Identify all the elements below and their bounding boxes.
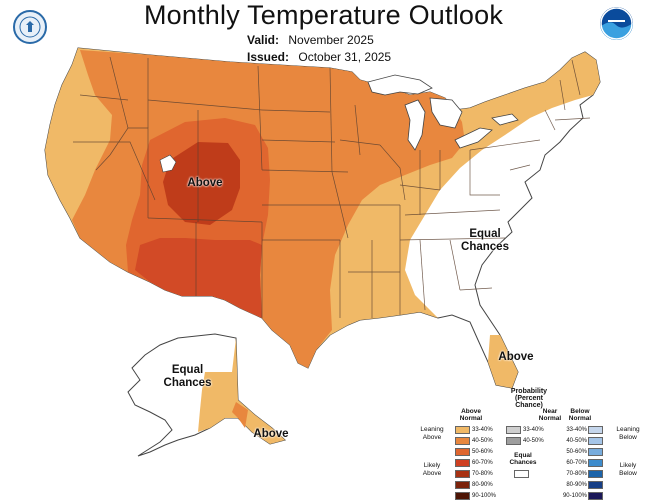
legend-equal-chances: Equal Chances: [509, 452, 537, 466]
valid-value: November 2025: [288, 33, 374, 47]
swatch-above-80-90: [455, 481, 470, 489]
swatch-below-33-40: [588, 426, 603, 434]
legend-near-40-50: 40-50%: [523, 438, 544, 444]
legend-below-70-80: 70-80%: [566, 471, 587, 477]
valid-label: Valid:: [247, 33, 280, 47]
legend-above-33-40: 33-40%: [472, 427, 493, 433]
valid-row: Valid: November 2025: [247, 33, 374, 47]
legend-leaning-below: Leaning Below: [616, 426, 640, 441]
legend-below-90-100: 90-100%: [562, 493, 587, 499]
legend-above-50-60: 50-60%: [472, 449, 493, 455]
legend-above-header: Above Normal: [459, 408, 483, 422]
commerce-seal-icon: [13, 10, 47, 44]
swatch-below-50-60: [588, 448, 603, 456]
swatch-above-33-40: [455, 426, 470, 434]
legend-above-80-90: 80-90%: [472, 482, 493, 488]
probability-legend: Probability (Percent Chance) Above Norma…: [410, 388, 647, 500]
legend-near-header: Near Normal: [538, 408, 562, 422]
legend-below-33-40: 33-40%: [566, 427, 587, 433]
label-above-alaska: Above: [253, 428, 289, 440]
legend-leaning-above: Leaning Above: [420, 426, 444, 441]
swatch-above-40-50: [455, 437, 470, 445]
legend-near-33-40: 33-40%: [523, 427, 544, 433]
swatch-below-80-90: [588, 481, 603, 489]
region-60-70-core: [163, 142, 240, 225]
swatch-below-90-100: [588, 492, 603, 500]
region-33-40-florida: [488, 335, 518, 388]
lake-huron: [429, 97, 463, 129]
noaa-logo-icon: [600, 7, 633, 40]
swatch-above-90-100: [455, 492, 470, 500]
lake-michigan: [404, 99, 426, 151]
issued-value: October 31, 2025: [298, 50, 392, 64]
label-equal-chances-east: Equal Chances: [461, 228, 509, 253]
swatch-below-60-70: [588, 459, 603, 467]
region-60-70-southwest: [135, 238, 262, 318]
legend-below-60-70: 60-70%: [566, 460, 587, 466]
legend-above-90-100: 90-100%: [472, 493, 497, 499]
label-equal-chances-alaska: Equal Chances: [163, 364, 212, 389]
lake-erie: [454, 127, 493, 149]
swatch-above-70-80: [455, 470, 470, 478]
lake-superior: [367, 74, 433, 96]
swatch-below-70-80: [588, 470, 603, 478]
issued-label: Issued:: [247, 50, 290, 64]
map-title: Monthly Temperature Outlook: [143, 0, 504, 30]
legend-above-60-70: 60-70%: [472, 460, 493, 466]
swatch-below-40-50: [588, 437, 603, 445]
great-salt-lake: [159, 154, 177, 173]
legend-title: Probability (Percent Chance): [510, 388, 548, 409]
swatch-above-50-60: [455, 448, 470, 456]
label-above-florida: Above: [498, 351, 534, 363]
legend-above-70-80: 70-80%: [472, 471, 493, 477]
issued-row: Issued: October 31, 2025: [247, 50, 391, 64]
alaska-40-50: [232, 402, 248, 428]
swatch-above-60-70: [455, 459, 470, 467]
legend-below-50-60: 50-60%: [566, 449, 587, 455]
swatch-equal-chances: [514, 470, 529, 478]
lake-ontario: [491, 113, 519, 126]
swatch-near-40-50: [506, 437, 521, 445]
legend-below-header: Below Normal: [568, 408, 592, 422]
legend-below-80-90: 80-90%: [566, 482, 587, 488]
swatch-near-33-40: [506, 426, 521, 434]
legend-likely-below: Likely Below: [619, 462, 637, 477]
alaska-33-40: [198, 338, 285, 444]
legend-above-40-50: 40-50%: [472, 438, 493, 444]
noaa-logo-graphic: [600, 7, 633, 40]
commerce-seal-graphic: [19, 16, 41, 38]
legend-likely-above: Likely Above: [422, 462, 442, 477]
label-above-west: Above: [187, 177, 223, 189]
state-lines: [73, 56, 591, 318]
alaska: [127, 333, 287, 457]
legend-below-40-50: 40-50%: [566, 438, 587, 444]
